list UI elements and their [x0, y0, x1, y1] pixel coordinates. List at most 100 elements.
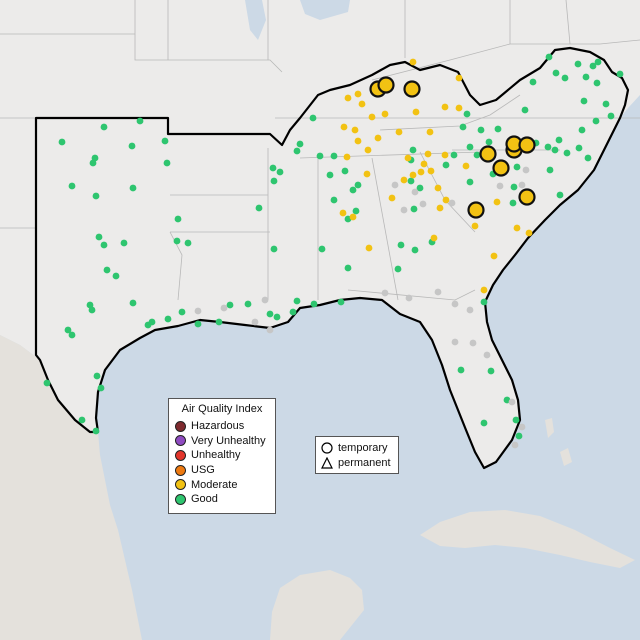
moderate-site-marker[interactable]: [388, 194, 396, 202]
moderate-site-marker[interactable]: [480, 286, 488, 294]
moderate-site-marker[interactable]: [343, 153, 351, 161]
moderate-site-marker[interactable]: [400, 176, 408, 184]
no-data-site-marker[interactable]: [411, 188, 419, 196]
good-site-marker[interactable]: [273, 313, 281, 321]
good-site-marker[interactable]: [58, 138, 66, 146]
good-site-marker[interactable]: [561, 74, 569, 82]
good-site-marker[interactable]: [409, 146, 417, 154]
good-site-marker[interactable]: [173, 237, 181, 245]
no-data-site-marker[interactable]: [251, 318, 259, 326]
good-site-marker[interactable]: [266, 310, 274, 318]
good-site-marker[interactable]: [521, 106, 529, 114]
moderate-site-marker[interactable]: [525, 229, 533, 237]
good-site-marker[interactable]: [184, 239, 192, 247]
good-site-marker[interactable]: [407, 177, 415, 185]
temporary-moderate-site-marker[interactable]: [403, 80, 421, 98]
moderate-site-marker[interactable]: [471, 222, 479, 230]
good-site-marker[interactable]: [68, 182, 76, 190]
moderate-site-marker[interactable]: [363, 170, 371, 178]
good-site-marker[interactable]: [546, 166, 554, 174]
moderate-site-marker[interactable]: [354, 137, 362, 145]
good-site-marker[interactable]: [89, 159, 97, 167]
good-site-marker[interactable]: [64, 326, 72, 334]
moderate-site-marker[interactable]: [409, 58, 417, 66]
good-site-marker[interactable]: [255, 204, 263, 212]
moderate-site-marker[interactable]: [404, 154, 412, 162]
no-data-site-marker[interactable]: [508, 398, 516, 406]
moderate-site-marker[interactable]: [427, 167, 435, 175]
good-site-marker[interactable]: [602, 100, 610, 108]
moderate-site-marker[interactable]: [417, 168, 425, 176]
good-site-marker[interactable]: [509, 199, 517, 207]
good-site-marker[interactable]: [584, 154, 592, 162]
good-site-marker[interactable]: [410, 205, 418, 213]
good-site-marker[interactable]: [477, 126, 485, 134]
good-site-marker[interactable]: [397, 241, 405, 249]
good-site-marker[interactable]: [163, 159, 171, 167]
moderate-site-marker[interactable]: [358, 100, 366, 108]
temporary-moderate-site-marker[interactable]: [377, 76, 395, 94]
no-data-site-marker[interactable]: [391, 181, 399, 189]
moderate-site-marker[interactable]: [365, 244, 373, 252]
good-site-marker[interactable]: [466, 143, 474, 151]
temporary-moderate-site-marker[interactable]: [492, 159, 510, 177]
good-site-marker[interactable]: [68, 331, 76, 339]
good-site-marker[interactable]: [394, 265, 402, 273]
no-data-site-marker[interactable]: [518, 423, 526, 431]
no-data-site-marker[interactable]: [483, 351, 491, 359]
good-site-marker[interactable]: [555, 136, 563, 144]
good-site-marker[interactable]: [544, 143, 552, 151]
no-data-site-marker[interactable]: [194, 307, 202, 315]
good-site-marker[interactable]: [318, 245, 326, 253]
no-data-site-marker[interactable]: [400, 206, 408, 214]
no-data-site-marker[interactable]: [434, 288, 442, 296]
good-site-marker[interactable]: [100, 241, 108, 249]
good-site-marker[interactable]: [480, 419, 488, 427]
good-site-marker[interactable]: [513, 163, 521, 171]
good-site-marker[interactable]: [136, 117, 144, 125]
temporary-moderate-site-marker[interactable]: [479, 145, 497, 163]
no-data-site-marker[interactable]: [266, 326, 274, 334]
moderate-site-marker[interactable]: [462, 162, 470, 170]
temporary-moderate-site-marker[interactable]: [518, 136, 536, 154]
good-site-marker[interactable]: [120, 239, 128, 247]
good-site-marker[interactable]: [344, 264, 352, 272]
good-site-marker[interactable]: [296, 140, 304, 148]
good-site-marker[interactable]: [129, 299, 137, 307]
good-site-marker[interactable]: [352, 207, 360, 215]
good-site-marker[interactable]: [92, 427, 100, 435]
good-site-marker[interactable]: [337, 298, 345, 306]
good-site-marker[interactable]: [215, 318, 223, 326]
good-site-marker[interactable]: [593, 79, 601, 87]
good-site-marker[interactable]: [457, 366, 465, 374]
good-site-marker[interactable]: [575, 144, 583, 152]
good-site-marker[interactable]: [529, 78, 537, 86]
good-site-marker[interactable]: [589, 62, 597, 70]
moderate-site-marker[interactable]: [434, 184, 442, 192]
good-site-marker[interactable]: [330, 152, 338, 160]
moderate-site-marker[interactable]: [354, 90, 362, 98]
no-data-site-marker[interactable]: [496, 182, 504, 190]
good-site-marker[interactable]: [487, 367, 495, 375]
good-site-marker[interactable]: [78, 416, 86, 424]
good-site-marker[interactable]: [416, 184, 424, 192]
no-data-site-marker[interactable]: [466, 306, 474, 314]
good-site-marker[interactable]: [330, 196, 338, 204]
good-site-marker[interactable]: [161, 137, 169, 145]
no-data-site-marker[interactable]: [220, 304, 228, 312]
moderate-site-marker[interactable]: [441, 103, 449, 111]
good-site-marker[interactable]: [289, 308, 297, 316]
good-site-marker[interactable]: [226, 301, 234, 309]
good-site-marker[interactable]: [128, 142, 136, 150]
good-site-marker[interactable]: [582, 73, 590, 81]
good-site-marker[interactable]: [112, 272, 120, 280]
temporary-moderate-site-marker[interactable]: [518, 188, 536, 206]
no-data-site-marker[interactable]: [405, 294, 413, 302]
moderate-site-marker[interactable]: [374, 134, 382, 142]
good-site-marker[interactable]: [616, 70, 624, 78]
good-site-marker[interactable]: [100, 123, 108, 131]
good-site-marker[interactable]: [326, 171, 334, 179]
no-data-site-marker[interactable]: [451, 300, 459, 308]
good-site-marker[interactable]: [309, 114, 317, 122]
good-site-marker[interactable]: [316, 152, 324, 160]
